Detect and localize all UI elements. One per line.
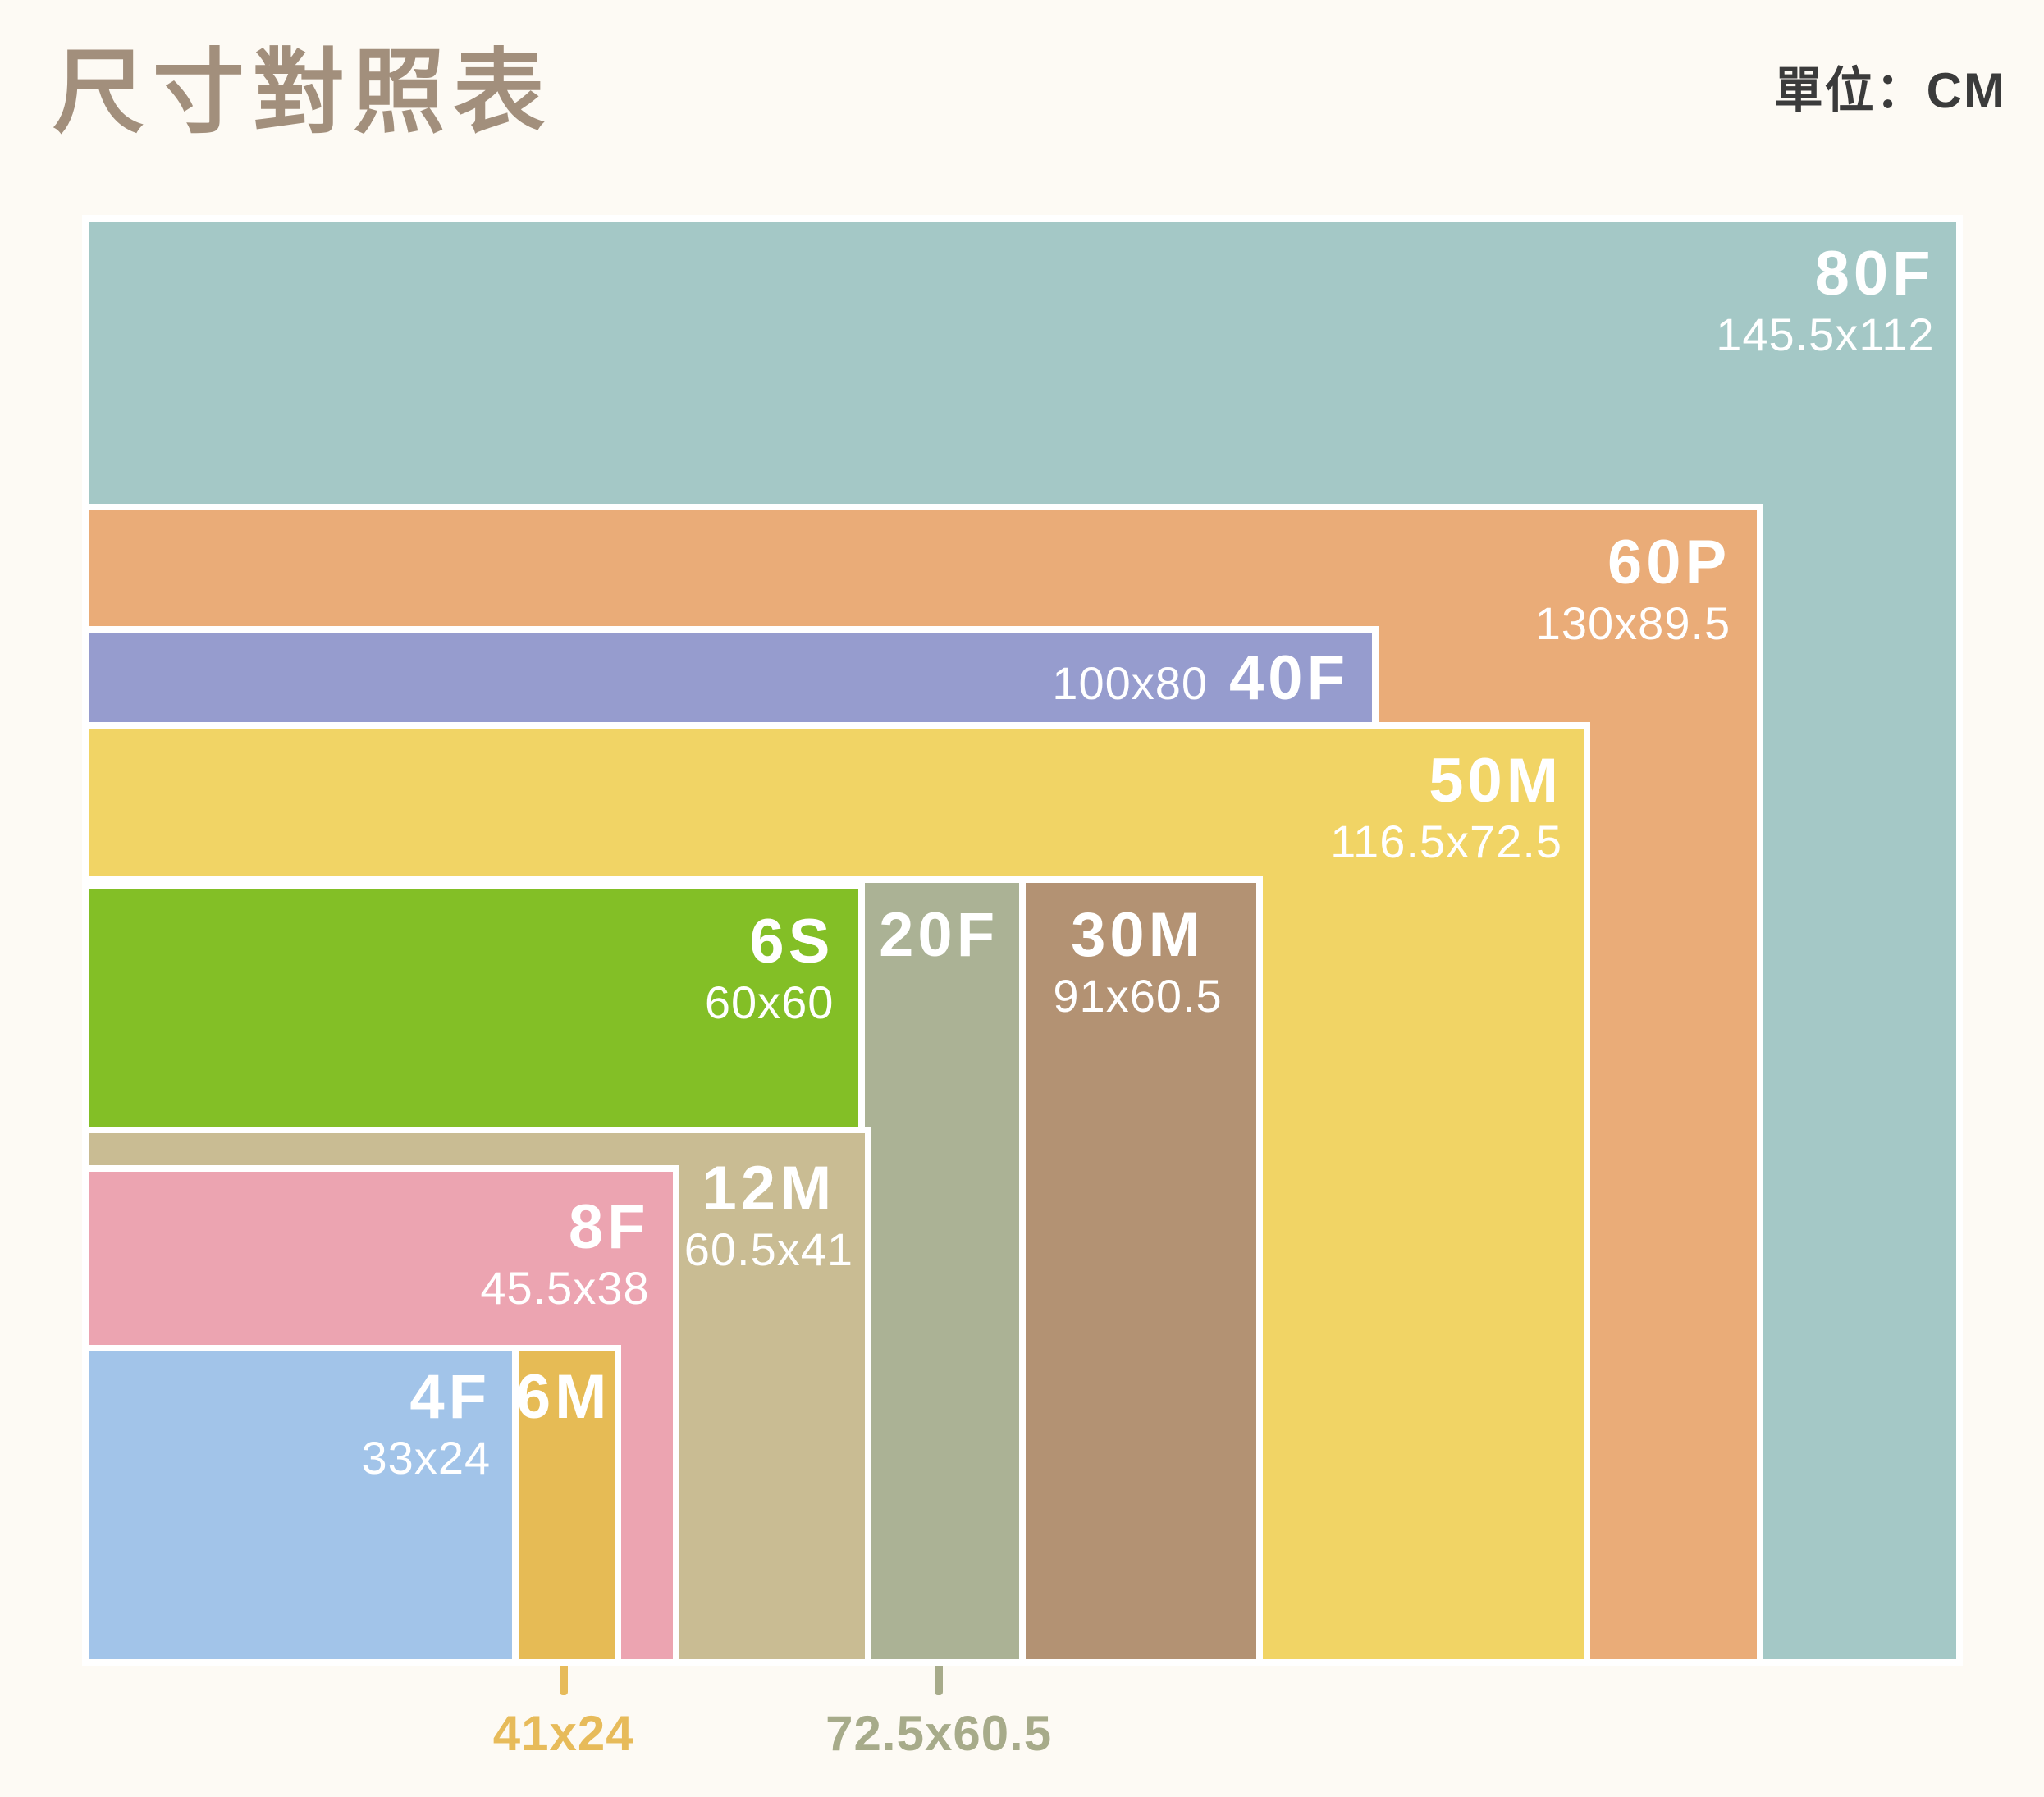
size-label-6M: 6M	[512, 1365, 615, 1429]
size-name-label: 6S	[749, 906, 835, 976]
unit-label: 單位：CM	[1773, 63, 2006, 118]
size-label-20F: 20F	[858, 903, 1019, 967]
size-name-label: 20F	[879, 899, 999, 970]
outside-dims-label-20F: 72.5x60.5	[825, 1706, 1053, 1761]
dimension-tick-6M	[559, 1661, 568, 1695]
page-title: 尺寸對照表	[53, 41, 553, 144]
size-dims-label: 60.5x41	[684, 1223, 854, 1275]
size-label-4F: 4F 33x24	[362, 1365, 492, 1487]
size-dims-label: 91x60.5	[1053, 969, 1223, 1022]
size-label-80F: 80F 145.5x112	[1716, 241, 1934, 364]
size-name-label: 12M	[702, 1153, 836, 1223]
outside-dims-label-6M: 41x24	[492, 1706, 634, 1761]
size-label-60P: 60P 130x89.5	[1535, 530, 1731, 652]
size-label-40F: 100x80 40F	[1052, 646, 1349, 712]
size-dims-label: 145.5x112	[1716, 309, 1935, 361]
size-dims-label: 33x24	[361, 1431, 492, 1484]
size-name-label: 8F	[568, 1191, 650, 1262]
size-name-label: 40F	[1229, 642, 1349, 713]
size-name-label: 4F	[409, 1361, 492, 1432]
size-name-label: 30M	[1071, 899, 1205, 970]
size-label-8F: 8F 45.5x38	[480, 1195, 649, 1317]
size-dims-label: 116.5x72.5	[1330, 816, 1563, 868]
size-label-30M: 30M 91x60.5	[1019, 903, 1256, 1025]
size-name-label: 6M	[515, 1361, 611, 1432]
size-name-label: 60P	[1607, 528, 1731, 598]
size-label-6S: 6S 60x60	[705, 909, 835, 1031]
size-dims-label: 130x89.5	[1534, 597, 1731, 650]
size-dims-label: 45.5x38	[480, 1261, 650, 1314]
dimension-tick-20F	[935, 1661, 944, 1695]
size-label-12M: 12M 60.5x41	[673, 1156, 866, 1278]
size-name-label: 50M	[1429, 746, 1563, 816]
size-dims-label: 100x80	[1052, 656, 1209, 709]
size-dims-label: 60x60	[704, 976, 835, 1028]
size-name-label: 80F	[1814, 239, 1935, 309]
size-rect-4F: 4F 33x24	[89, 1351, 513, 1659]
size-label-50M: 50M 116.5x72.5	[1330, 748, 1562, 871]
